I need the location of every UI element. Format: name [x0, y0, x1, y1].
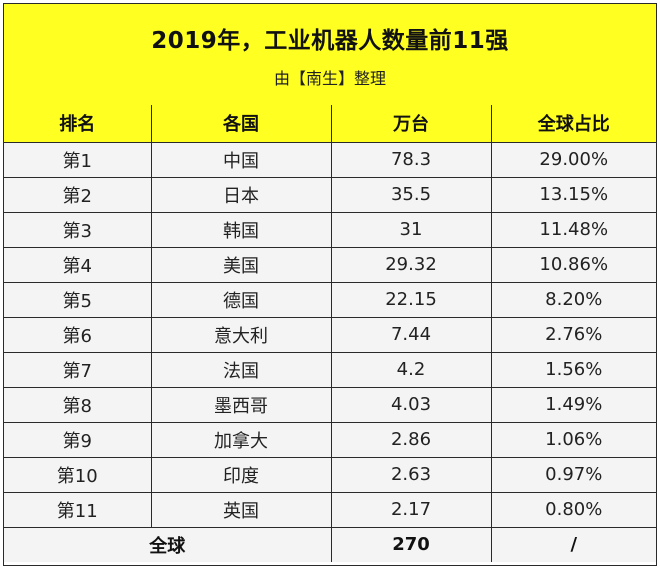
cell-rank: 第10: [4, 456, 152, 493]
table-row: 第7 法国 4.2 1.56%: [4, 351, 656, 388]
cell-country: 印度: [150, 456, 332, 493]
cell-share: 8.20%: [490, 281, 656, 318]
cell-count: 78.3: [330, 141, 492, 178]
cell-share: 13.15%: [490, 176, 656, 213]
cell-count: 2.63: [330, 456, 492, 493]
cell-rank: 第3: [4, 211, 152, 248]
table-row: 第3 韩国 31 11.48%: [4, 211, 656, 248]
cell-rank: 第9: [4, 421, 152, 458]
table-row: 第1 中国 78.3 29.00%: [4, 141, 656, 178]
cell-country: 墨西哥: [150, 386, 332, 423]
title-band: 2019年，工业机器人数量前11强 由【南生】整理: [4, 4, 656, 106]
header-count: 万台: [330, 105, 492, 143]
table-row: 第9 加拿大 2.86 1.06%: [4, 421, 656, 458]
cell-country: 德国: [150, 281, 332, 318]
cell-share: 29.00%: [490, 141, 656, 178]
cell-count: 35.5: [330, 176, 492, 213]
cell-share: 2.76%: [490, 316, 656, 353]
cell-country: 英国: [150, 491, 332, 528]
cell-rank: 第11: [4, 491, 152, 528]
cell-country: 加拿大: [150, 421, 332, 458]
cell-share: 0.80%: [490, 491, 656, 528]
cell-rank: 第2: [4, 176, 152, 213]
cell-rank: 第1: [4, 141, 152, 178]
cell-rank: 第8: [4, 386, 152, 423]
ranking-table: 排名 各国 万台 全球占比 第1 中国 78.3 29.00% 第2 日本 35.5 13.1…: [4, 105, 656, 562]
table-row: 第5 德国 22.15 8.20%: [4, 281, 656, 318]
cell-country: 日本: [150, 176, 332, 213]
cell-count: 7.44: [330, 316, 492, 353]
cell-count: 4.03: [330, 386, 492, 423]
total-label: 全球: [4, 526, 332, 562]
table-row: 第6 意大利 7.44 2.76%: [4, 316, 656, 353]
cell-count: 4.2: [330, 351, 492, 388]
table-row: 第11 英国 2.17 0.80%: [4, 491, 656, 528]
cell-country: 意大利: [150, 316, 332, 353]
cell-rank: 第4: [4, 246, 152, 283]
total-share: /: [490, 526, 656, 562]
total-value: 270: [330, 526, 492, 562]
table-row: 第8 墨西哥 4.03 1.49%: [4, 386, 656, 423]
header-row: 排名 各国 万台 全球占比: [4, 105, 656, 143]
cell-share: 11.48%: [490, 211, 656, 248]
cell-share: 10.86%: [490, 246, 656, 283]
cell-share: 1.06%: [490, 421, 656, 458]
total-row: 全球 270/: [4, 526, 656, 562]
header-share: 全球占比: [490, 105, 656, 143]
cell-country: 韩国: [150, 211, 332, 248]
cell-rank: 第7: [4, 351, 152, 388]
table-row: 第4 美国 29.32 10.86%: [4, 246, 656, 283]
cell-country: 中国: [150, 141, 332, 178]
cell-share: 1.56%: [490, 351, 656, 388]
cell-share: 1.49%: [490, 386, 656, 423]
table-title: 2019年，工业机器人数量前11强: [151, 28, 509, 54]
table-row: 第2 日本 35.5 13.15%: [4, 176, 656, 213]
table-subtitle: 由【南生】整理: [273, 69, 386, 88]
cell-count: 29.32: [330, 246, 492, 283]
header-rank: 排名: [4, 105, 152, 143]
cell-country: 美国: [150, 246, 332, 283]
cell-count: 2.86: [330, 421, 492, 458]
cell-rank: 第6: [4, 316, 152, 353]
cell-count: 31: [330, 211, 492, 248]
cell-country: 法国: [150, 351, 332, 388]
table-row: 第10 印度 2.63 0.97%: [4, 456, 656, 493]
cell-count: 22.15: [330, 281, 492, 318]
table-frame: 2019年，工业机器人数量前11强 由【南生】整理 排名 各国 万台 全球占比 …: [3, 3, 657, 566]
header-country: 各国: [150, 105, 332, 143]
cell-rank: 第5: [4, 281, 152, 318]
cell-share: 0.97%: [490, 456, 656, 493]
table-body: 第1 中国 78.3 29.00% 第2 日本 35.5 13.15% 第3 韩国 31 11.48%…: [4, 141, 656, 562]
cell-count: 2.17: [330, 491, 492, 528]
